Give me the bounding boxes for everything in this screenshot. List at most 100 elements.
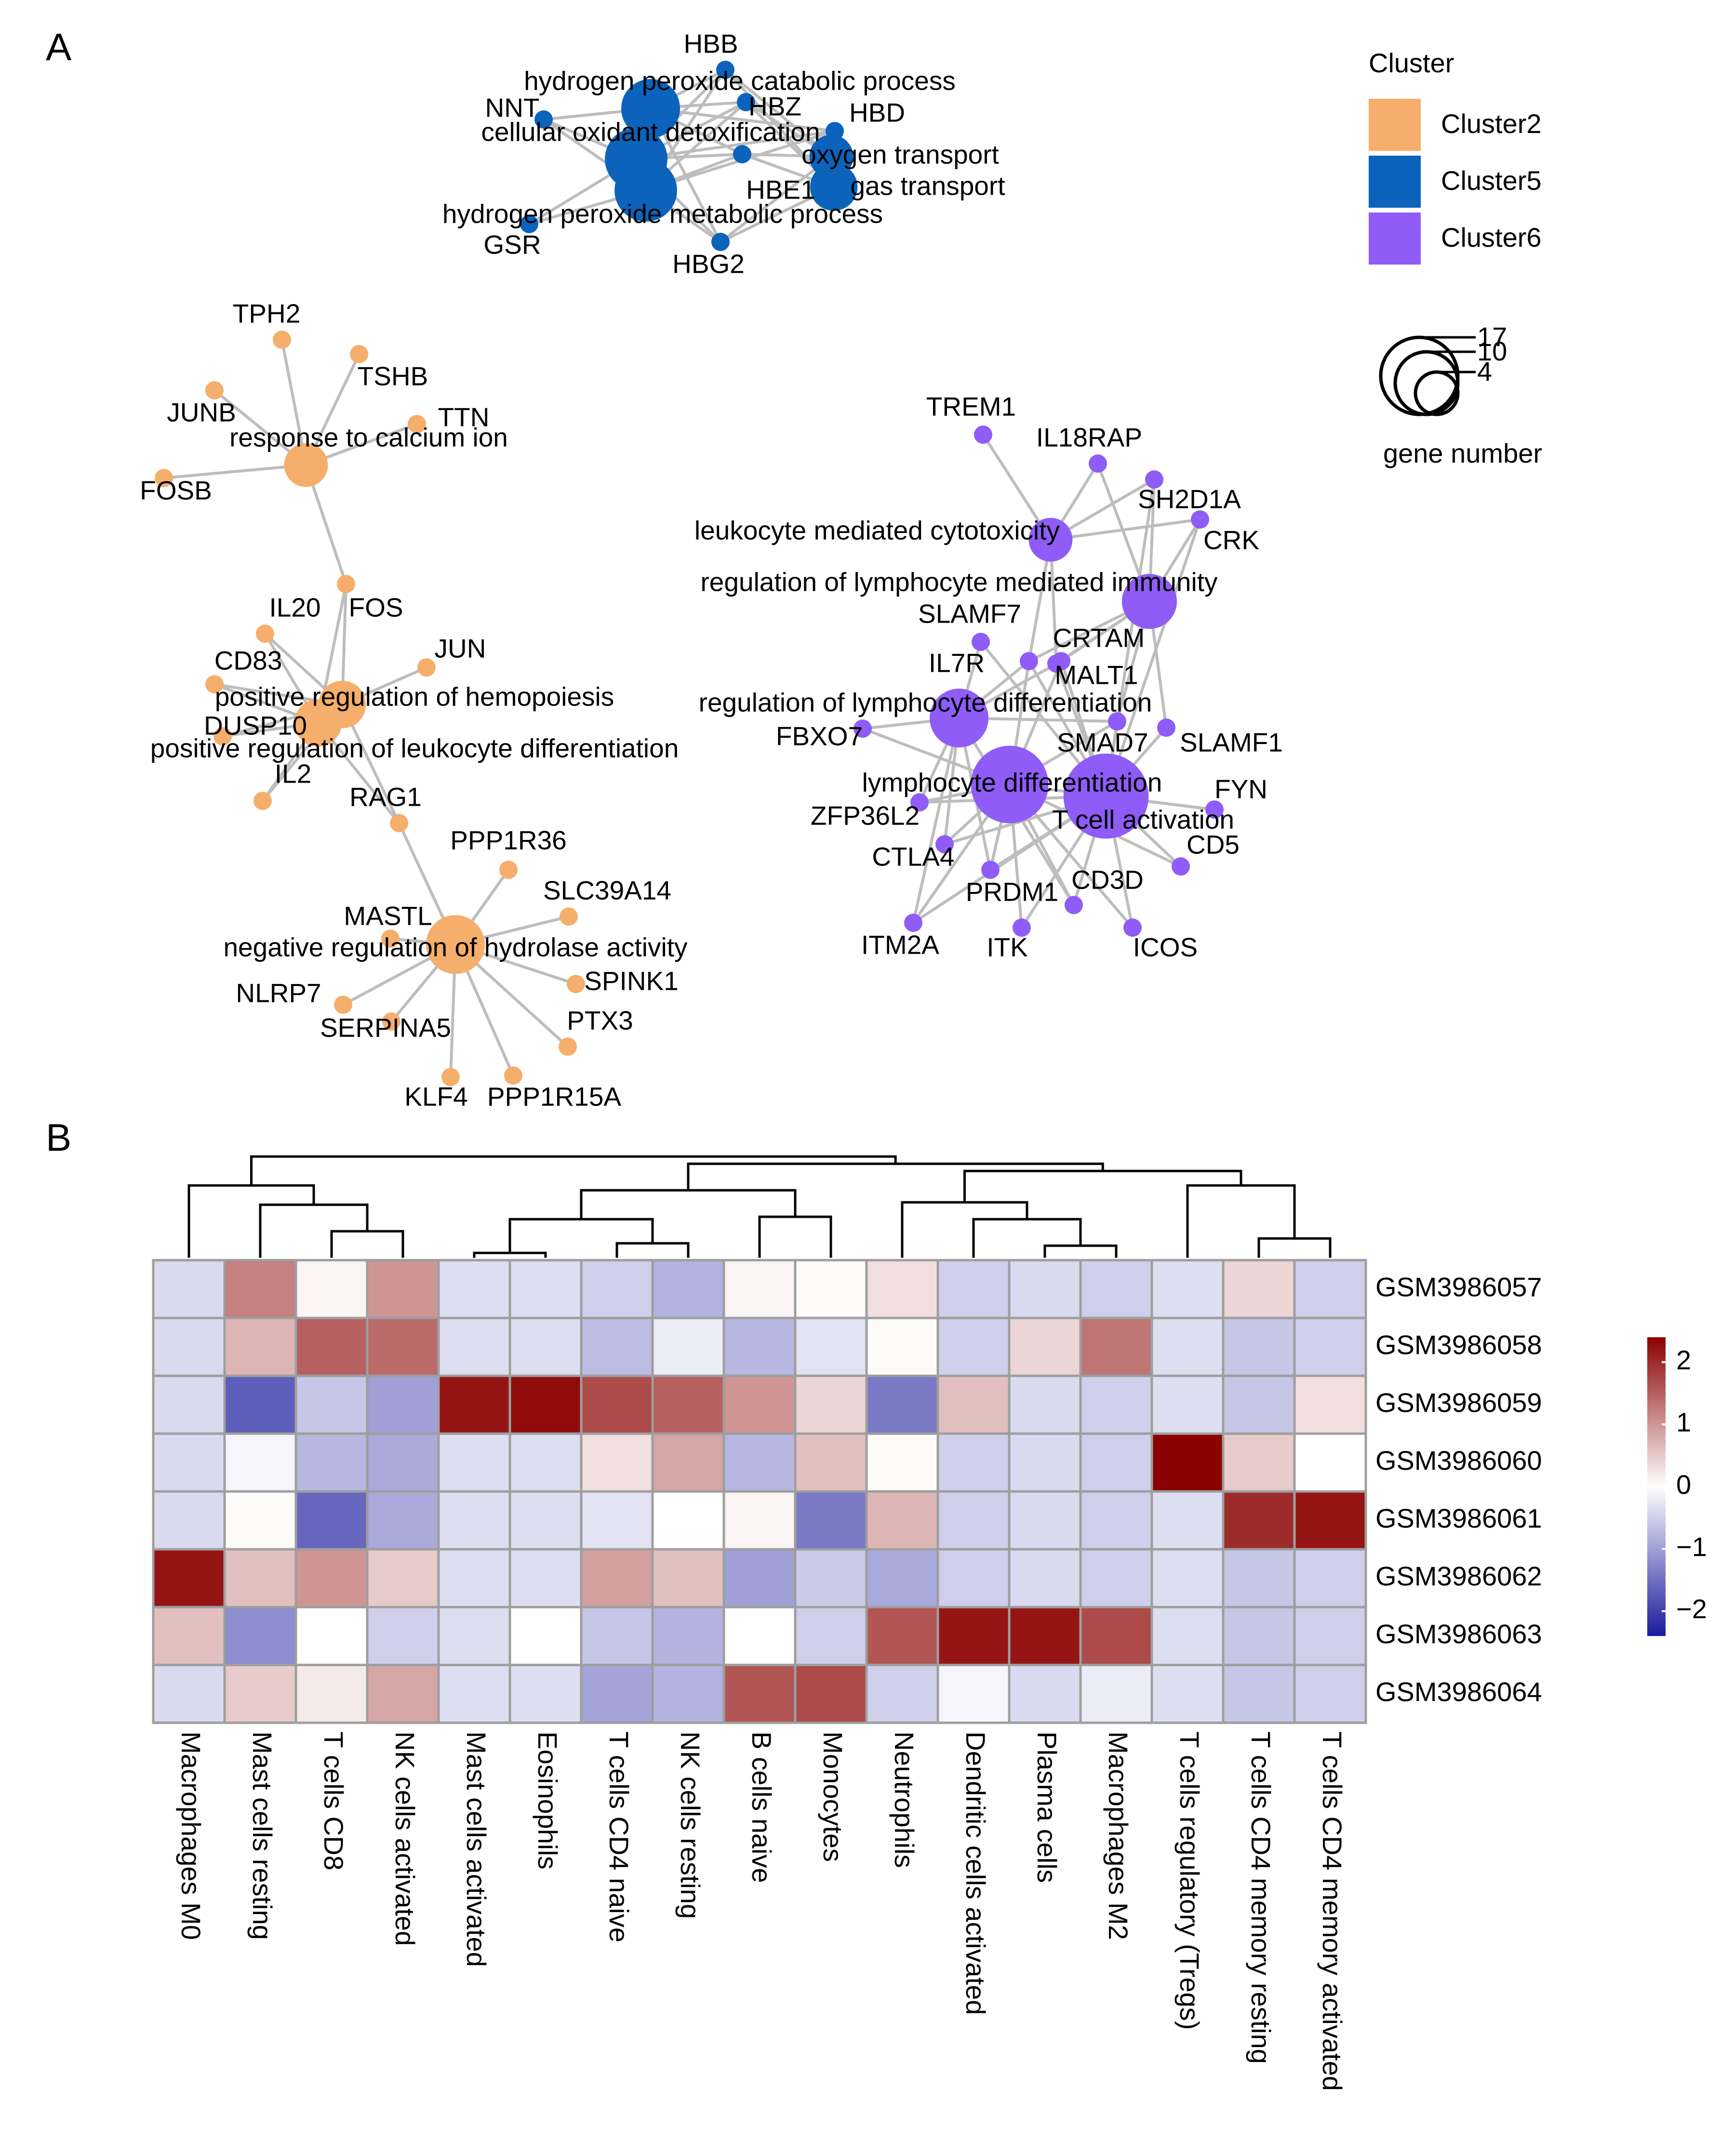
node-slamf1 bbox=[1157, 719, 1175, 737]
cell-gsm3986060-mast-cells-resting bbox=[223, 1432, 297, 1493]
node-fbxo7 bbox=[854, 719, 872, 738]
label-spink1: SPINK1 bbox=[584, 966, 679, 996]
node-fos bbox=[337, 575, 355, 593]
colorbar: 2 1 0 −1 −2 bbox=[1647, 1337, 1707, 1636]
dendro-root bbox=[250, 1155, 897, 1185]
col-label-neutrophils: Neutrophils bbox=[889, 1731, 920, 1868]
node-slamf7 bbox=[972, 633, 990, 651]
label-crk: CRK bbox=[1203, 525, 1259, 555]
dendro-mast-eos bbox=[473, 1251, 547, 1258]
label-t-cell-activation: T cell activation bbox=[1052, 805, 1234, 835]
node-hbz bbox=[737, 93, 755, 111]
legend-label-cluster6: Cluster6 bbox=[1441, 222, 1542, 253]
legend-title: Cluster bbox=[1369, 48, 1454, 78]
cell-gsm3986060-mast-cells-activated bbox=[437, 1432, 511, 1493]
cell-gsm3986062-t-cells-cd4-memory-activated bbox=[1293, 1548, 1367, 1609]
cell-gsm3986063-t-cells-cd4-memory-activated bbox=[1293, 1606, 1367, 1666]
label-ppp1r15a: PPP1R15A bbox=[487, 1082, 622, 1112]
cell-gsm3986063-t-cells-cd4-memory-resting bbox=[1222, 1606, 1296, 1666]
cell-gsm3986064-mast-cells-activated bbox=[437, 1664, 511, 1724]
cell-gsm3986059-monocytes bbox=[794, 1374, 868, 1435]
cell-gsm3986059-nk-cells-activated bbox=[366, 1374, 440, 1435]
edge-oxygen-transport-hbg2 bbox=[720, 155, 832, 243]
cell-gsm3986062-mast-cells-activated bbox=[437, 1548, 511, 1609]
col-label-monocytes: Monocytes bbox=[818, 1731, 848, 1862]
label-dusp10: DUSP10 bbox=[204, 711, 307, 741]
node-prdm1 bbox=[981, 861, 1000, 879]
label-sh2d1a: SH2D1A bbox=[1138, 484, 1241, 514]
node-smad7 bbox=[1108, 712, 1126, 731]
node-fosb bbox=[155, 469, 173, 487]
label-fbxo7: FBXO7 bbox=[776, 721, 863, 751]
cell-gsm3986062-plasma-cells bbox=[1008, 1548, 1082, 1609]
cell-gsm3986062-t-cells-cd8 bbox=[294, 1548, 369, 1609]
node-il18rap bbox=[1089, 454, 1107, 473]
dendro-plasma-m2 bbox=[1043, 1244, 1118, 1258]
label-hbg2: HBG2 bbox=[672, 249, 745, 279]
cell-gsm3986061-macrophages-m2 bbox=[1079, 1490, 1153, 1551]
cell-gsm3986059-plasma-cells bbox=[1008, 1374, 1082, 1435]
cell-gsm3986062-nk-cells-resting bbox=[651, 1548, 725, 1609]
node-slc39a14 bbox=[560, 907, 578, 926]
label-itk: ITK bbox=[987, 932, 1028, 962]
node-ctla4 bbox=[935, 835, 954, 853]
cell-gsm3986064-mast-cells-resting bbox=[223, 1664, 297, 1724]
dendro-treg-group bbox=[1186, 1184, 1296, 1258]
node-il7r bbox=[1020, 652, 1038, 670]
cell-gsm3986058-t-cells-cd8 bbox=[294, 1317, 369, 1377]
label-jun: JUN bbox=[435, 634, 486, 664]
cell-gsm3986064-neutrophils bbox=[865, 1664, 939, 1724]
node-tph2 bbox=[273, 331, 291, 349]
cell-gsm3986060-t-cells-cd8 bbox=[294, 1432, 369, 1493]
cell-gsm3986060-macrophages-m2 bbox=[1079, 1432, 1153, 1493]
node-t-cell-activation bbox=[1063, 753, 1149, 839]
label-zfp36l2: ZFP36L2 bbox=[811, 801, 920, 831]
node-cd83 bbox=[205, 675, 224, 693]
label-ptx3: PTX3 bbox=[567, 1006, 633, 1036]
cell-gsm3986061-t-cells-cd4-naive bbox=[580, 1490, 654, 1551]
cell-gsm3986058-t-cells-cd4-memory-resting bbox=[1222, 1317, 1296, 1377]
cell-gsm3986061-macrophages-m0 bbox=[152, 1490, 226, 1551]
label-cd5: CD5 bbox=[1187, 830, 1240, 860]
cell-gsm3986064-t-cells-cd8 bbox=[294, 1664, 369, 1724]
label-ppp1r36: PPP1R36 bbox=[450, 825, 567, 855]
label-hbb: HBB bbox=[683, 29, 738, 59]
node-jun bbox=[417, 658, 436, 677]
row-label-gsm3986060: GSM3986060 bbox=[1375, 1445, 1542, 1476]
label-response-to-calcium-ion: response to calcium ion bbox=[229, 423, 508, 452]
dendro-m0-group bbox=[187, 1184, 315, 1258]
node-malt1 bbox=[1052, 652, 1070, 670]
cell-gsm3986057-t-cells-cd4-memory-activated bbox=[1293, 1259, 1367, 1319]
cell-gsm3986063-dendritic-cells-activated bbox=[936, 1606, 1011, 1666]
cell-gsm3986060-neutrophils bbox=[865, 1432, 939, 1493]
edge-oxygen-transport-hbb bbox=[724, 68, 832, 158]
label-il7r: IL7R bbox=[929, 648, 985, 678]
legend-swatch-cluster6 bbox=[1369, 213, 1421, 265]
size-value-10: 10 bbox=[1477, 336, 1507, 366]
node-hbe1 bbox=[733, 145, 751, 163]
cell-gsm3986063-mast-cells-activated bbox=[437, 1606, 511, 1666]
cell-gsm3986063-macrophages-m2 bbox=[1079, 1606, 1153, 1666]
label-nlrp7: NLRP7 bbox=[236, 978, 321, 1008]
edge-regulation-of-lymphocyte-differentiation-itm2a bbox=[912, 718, 960, 923]
cell-gsm3986058-t-cells-regulatory-tregs bbox=[1150, 1317, 1225, 1377]
cell-gsm3986058-t-cells-cd4-memory-activated bbox=[1293, 1317, 1367, 1377]
cell-gsm3986062-t-cells-cd4-memory-resting bbox=[1222, 1548, 1296, 1609]
node-fyn bbox=[1205, 800, 1224, 819]
cell-gsm3986058-nk-cells-activated bbox=[366, 1317, 440, 1377]
label-tph2: TPH2 bbox=[233, 299, 301, 329]
cell-gsm3986059-t-cells-regulatory-tregs bbox=[1150, 1374, 1225, 1435]
cell-gsm3986060-nk-cells-activated bbox=[366, 1432, 440, 1493]
cell-gsm3986062-eosinophils bbox=[508, 1548, 583, 1609]
size-value-17: 17 bbox=[1477, 321, 1507, 352]
cell-gsm3986059-t-cells-cd4-naive bbox=[580, 1374, 654, 1435]
cell-gsm3986058-mast-cells-resting bbox=[223, 1317, 297, 1377]
label-slamf1: SLAMF1 bbox=[1180, 728, 1283, 758]
node-regulation-of-lymphocyte-mediated-immunity bbox=[1121, 573, 1177, 629]
row-label-gsm3986057: GSM3986057 bbox=[1375, 1272, 1542, 1302]
cell-gsm3986057-macrophages-m2 bbox=[1079, 1259, 1153, 1319]
cell-gsm3986057-plasma-cells bbox=[1008, 1259, 1082, 1319]
node-positive-regulation-of-leukocyte-differentiation bbox=[294, 699, 342, 747]
cell-gsm3986064-t-cells-cd4-naive bbox=[580, 1664, 654, 1724]
